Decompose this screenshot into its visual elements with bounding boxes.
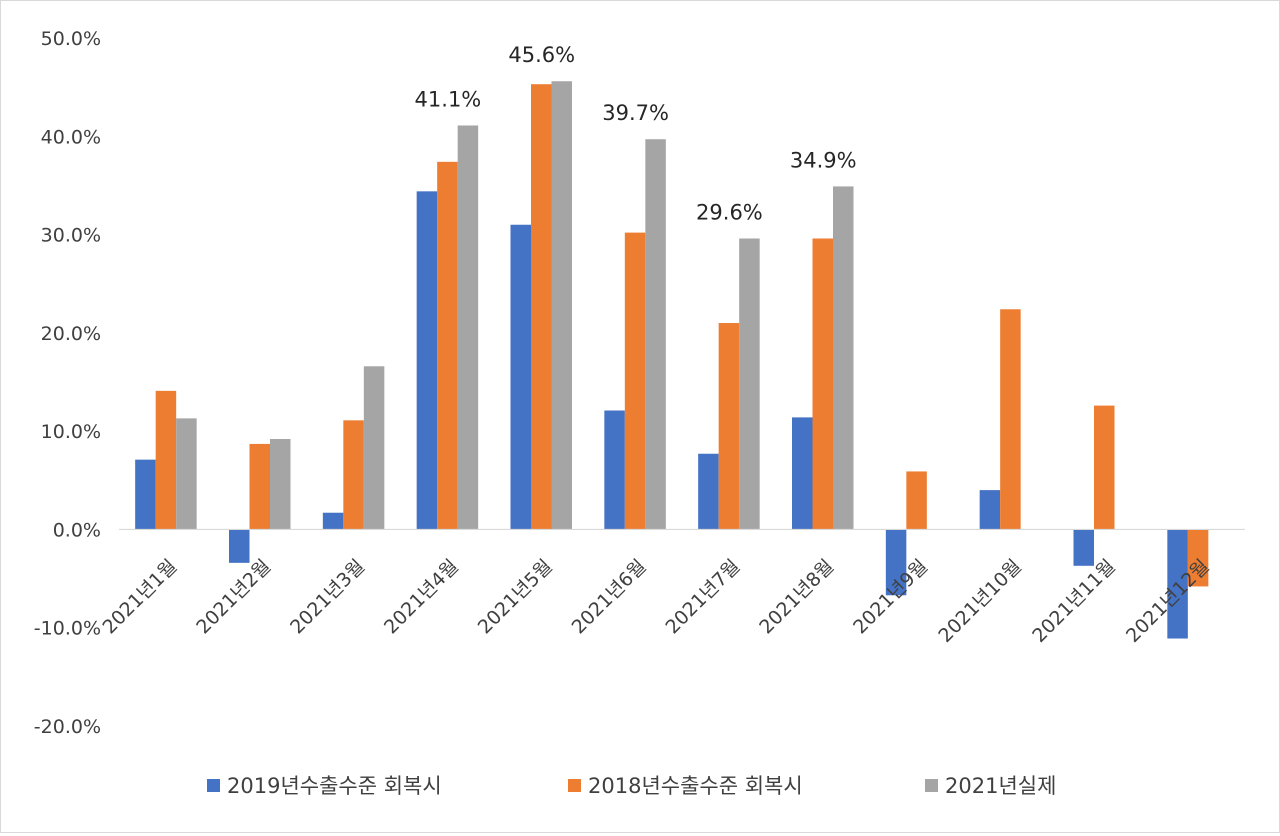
bar-series-1-cat-9: [885, 529, 907, 596]
bar-series-3-cat-5: [551, 81, 572, 530]
category-label: 2021년11월: [1028, 555, 1120, 647]
bar-series-2-cat-3: [343, 420, 364, 530]
y-tick-label: 0.0%: [53, 519, 101, 541]
bar-series-1-cat-11: [1073, 529, 1094, 566]
y-tick-label: -20.0%: [34, 716, 101, 738]
y-tick-label: 10.0%: [41, 421, 101, 443]
legend-swatch: [207, 779, 220, 792]
bar-series-2-cat-6: [624, 232, 646, 530]
bar-series-3-cat-1: [176, 418, 197, 530]
data-label: 34.9%: [790, 148, 857, 172]
bar-series-1-cat-1: [135, 459, 156, 530]
category-label: 2021년4월: [380, 555, 463, 638]
y-tick-label: 50.0%: [41, 28, 101, 50]
bar-series-2-cat-12: [1187, 529, 1209, 587]
y-tick-label: -10.0%: [34, 618, 101, 640]
bar-series-3-cat-4: [457, 125, 479, 530]
bar-series-1-cat-3: [322, 512, 344, 530]
bar-series-1-cat-4: [416, 191, 438, 530]
data-label: 29.6%: [696, 201, 763, 225]
category-label: 2021년1월: [98, 555, 181, 638]
bar-series-1-cat-10: [979, 490, 1001, 530]
data-label: 45.6%: [508, 43, 575, 67]
bar-series-2-cat-10: [1000, 309, 1021, 530]
category-labels: 2021년1월 2021년2월 2021년3월 2021년4월 2021년5월 2021년…: [98, 555, 1213, 647]
category-label: 2021년3월: [286, 555, 369, 638]
category-label: 2021년6월: [568, 555, 651, 638]
bar-series-1-cat-12: [1167, 529, 1188, 639]
category-label: 2021년8월: [755, 555, 838, 638]
legend-label: 2019년수출수준 회복시: [227, 774, 442, 798]
category-label: 2021년7월: [661, 555, 744, 638]
category-label: 2021년5월: [474, 555, 557, 638]
legend-label: 2021년실제: [945, 774, 1056, 798]
data-label: 41.1%: [415, 87, 482, 111]
bar-series-3-cat-3: [363, 366, 385, 530]
y-tick-label: 20.0%: [41, 323, 101, 345]
bar-series-2-cat-4: [437, 161, 458, 530]
legend-swatch: [568, 779, 581, 792]
data-label: 39.7%: [602, 101, 669, 125]
bar-series-1-cat-6: [604, 410, 625, 530]
bar-series-1-cat-8: [792, 417, 813, 530]
bar-series-1-cat-7: [698, 453, 719, 530]
bar-series-3-cat-7: [739, 238, 760, 530]
bar-series-1-cat-5: [510, 224, 531, 530]
bar-series-2-cat-8: [812, 238, 833, 530]
y-tick-label: 30.0%: [41, 225, 101, 247]
category-label: 2021년10월: [934, 555, 1026, 647]
bar-series-2-cat-7: [718, 323, 740, 530]
bar-series-2-cat-1: [155, 390, 177, 530]
legend-label: 2018년수출수준 회복시: [588, 774, 803, 798]
y-axis-ticks: -20.0% -10.0% 0.0% 10.0% 20.0% 30.0% 40.0% 50.0…: [34, 28, 101, 738]
bar-series-2-cat-2: [249, 443, 270, 530]
legend-swatch: [925, 779, 938, 792]
bar-series-1-cat-2: [229, 529, 250, 563]
category-label: 2021년2월: [192, 555, 275, 638]
legend: 2019년수출수준 회복시 2018년수출수준 회복시 2021년실제: [207, 774, 1056, 798]
bar-series-2-cat-11: [1094, 405, 1115, 530]
bars: [135, 81, 1209, 639]
bar-series-2-cat-9: [906, 471, 927, 530]
y-tick-label: 40.0%: [41, 126, 101, 148]
bar-series-3-cat-6: [645, 139, 666, 530]
bar-series-3-cat-8: [833, 186, 854, 530]
bar-series-3-cat-2: [270, 439, 291, 530]
data-labels: 41.1% 45.6% 39.7% 29.6% 34.9%: [415, 43, 857, 224]
bar-series-2-cat-5: [531, 84, 552, 530]
